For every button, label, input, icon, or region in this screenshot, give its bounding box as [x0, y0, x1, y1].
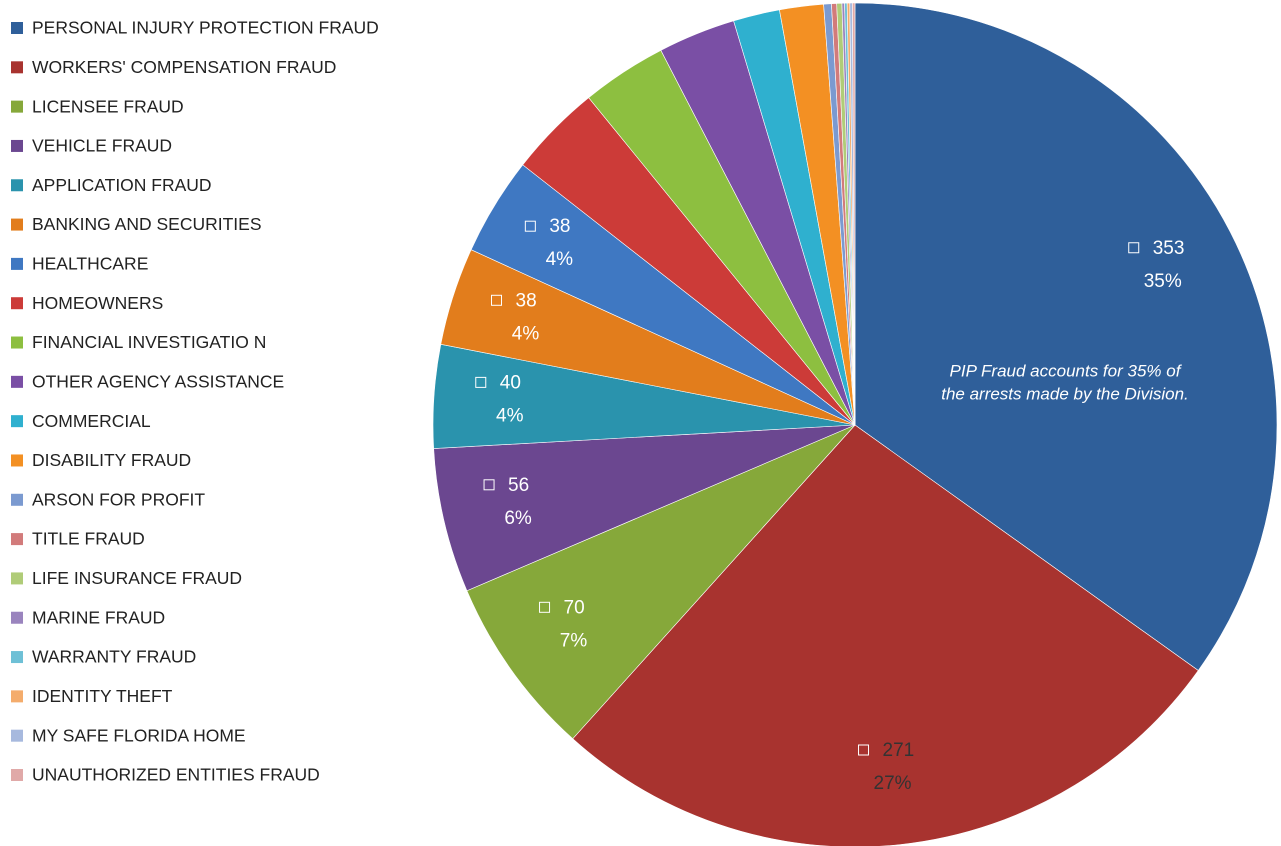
legend-key: [11, 297, 23, 310]
legend-key: [11, 611, 23, 624]
data-label: 70: [564, 597, 585, 618]
legend-label: APPLICATION FRAUD: [32, 175, 212, 195]
percent-label: 7%: [560, 630, 588, 651]
legend-key: [11, 729, 23, 742]
legend-label: ARSON FOR PROFIT: [32, 489, 205, 509]
label-key: [491, 294, 503, 306]
label-key: [483, 479, 495, 491]
legend-label: MARINE FRAUD: [32, 607, 165, 627]
label-key: [1128, 242, 1140, 254]
legend-key: [11, 336, 23, 349]
percent-label: 35%: [1144, 271, 1182, 292]
legend-key: [11, 690, 23, 703]
legend-key: [11, 651, 23, 664]
legend-label: VEHICLE FRAUD: [32, 136, 172, 156]
legend-label: UNAUTHORIZED ENTITIES FRAUD: [32, 765, 320, 785]
legend-label: MY SAFE FLORIDA HOME: [32, 725, 246, 745]
legend-label: WORKERS' COMPENSATION FRAUD: [32, 57, 336, 77]
legend-label: FINANCIAL INVESTIGATIO N: [32, 332, 266, 352]
pie-slice: [852, 2, 856, 426]
legend-key: [11, 769, 23, 781]
pie-slice: [572, 424, 1199, 846]
legend-label: HOMEOWNERS: [32, 293, 163, 313]
label-key: [539, 601, 551, 613]
pie-slice: [433, 424, 856, 592]
legend-key: [11, 61, 23, 74]
legend-key: [11, 139, 23, 152]
percent-label: 4%: [496, 405, 524, 426]
percent-label: 6%: [504, 508, 532, 529]
data-label: 40: [500, 372, 521, 393]
legend-key: [11, 100, 23, 113]
data-label: 38: [549, 216, 570, 237]
annotation: PIP Fraud accounts for 35% of: [950, 361, 1183, 380]
legend-key: [11, 572, 23, 585]
legend-label: LIFE INSURANCE FRAUD: [32, 568, 242, 588]
legend-label: TITLE FRAUD: [32, 529, 145, 549]
percent-label: 4%: [546, 249, 574, 270]
legend-key: [11, 179, 23, 192]
legend-label: IDENTITY THEFT: [32, 686, 173, 706]
legend-key: [11, 533, 23, 546]
legend-key: [11, 415, 23, 428]
legend-key: [11, 493, 23, 506]
pie-slice: [466, 424, 856, 740]
percent-label: 27%: [874, 773, 912, 794]
data-label: 38: [516, 290, 537, 311]
percent-label: 4%: [512, 323, 540, 344]
legend-key: [11, 454, 23, 467]
legend-label: WARRANTY FRAUD: [32, 647, 196, 667]
data-label: 271: [883, 740, 915, 761]
pie-slice: [854, 2, 1278, 671]
legend-label: COMMERCIAL: [32, 411, 151, 431]
legend-key: [11, 22, 23, 34]
legend-key: [11, 375, 23, 388]
label-key: [858, 744, 870, 756]
label-key: [524, 220, 536, 232]
legend-label: OTHER AGENCY ASSISTANCE: [32, 371, 284, 391]
legend-label: LICENSEE FRAUD: [32, 96, 184, 116]
legend-key: [11, 257, 23, 270]
legend-label: DISABILITY FRAUD: [32, 450, 191, 470]
label-key: [475, 376, 487, 388]
annotation: the arrests made by the Division.: [941, 384, 1189, 403]
legend-key: [11, 218, 23, 231]
data-label: 353: [1153, 238, 1185, 259]
legend-label: PERSONAL INJURY PROTECTION FRAUD: [32, 18, 379, 38]
legend-label: BANKING AND SECURITIES: [32, 214, 262, 234]
data-label: 56: [508, 475, 529, 496]
legend-label: HEALTHCARE: [32, 254, 148, 274]
